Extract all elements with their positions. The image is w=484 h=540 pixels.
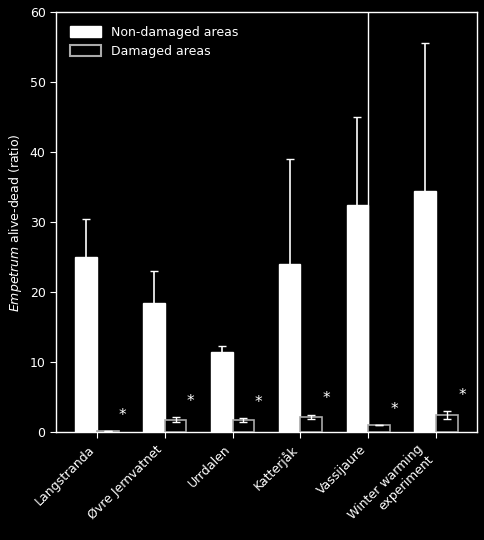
Bar: [211, 352, 232, 433]
Bar: [165, 420, 186, 433]
Bar: [97, 431, 119, 433]
Text: *: *: [187, 394, 194, 409]
Bar: [368, 426, 390, 433]
Legend: Non-damaged areas, Damaged areas: Non-damaged areas, Damaged areas: [62, 18, 246, 65]
Text: *: *: [390, 402, 398, 417]
Text: *: *: [119, 408, 126, 423]
Bar: [347, 205, 368, 433]
Bar: [414, 191, 436, 433]
Bar: [232, 420, 254, 433]
Bar: [75, 257, 97, 433]
Text: *: *: [458, 388, 466, 403]
Bar: [301, 417, 322, 433]
Bar: [143, 303, 165, 433]
Text: *: *: [322, 391, 330, 406]
Y-axis label: $\it{Empetrum}$ alive-dead (ratio): $\it{Empetrum}$ alive-dead (ratio): [7, 133, 24, 312]
Bar: [279, 264, 301, 433]
Text: *: *: [255, 395, 262, 410]
Bar: [436, 415, 458, 433]
